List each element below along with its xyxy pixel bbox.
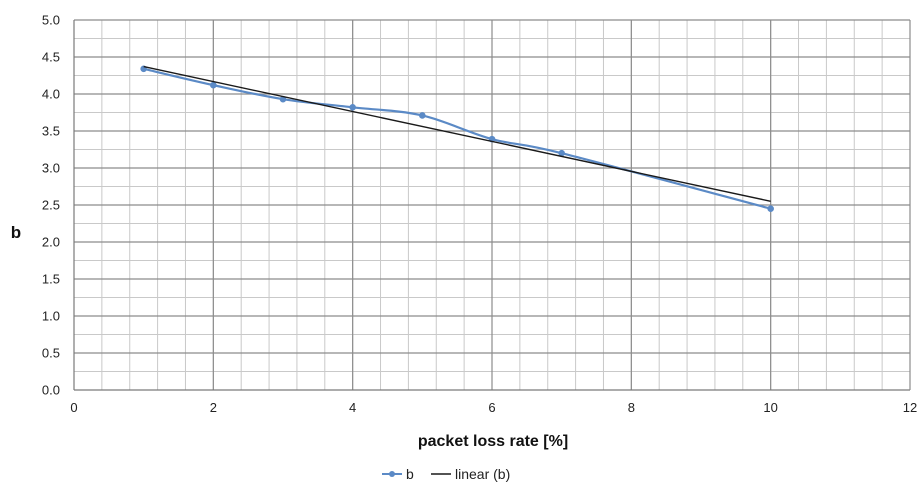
y-tick-labels: 0.0 0.5 1.0 1.5 2.0 2.5 3.0 3.5 4.0 4.5 5.0 — [42, 13, 60, 398]
data-point-b — [558, 149, 565, 157]
series-linear-b — [143, 65, 771, 202]
data-point-b — [349, 104, 356, 111]
axes — [73, 20, 911, 391]
legend: b linear (b) — [382, 466, 510, 482]
y-tick-label: 0.0 — [42, 383, 60, 398]
series-line-b — [143, 67, 771, 210]
y-tick-label: 1.5 — [42, 272, 60, 287]
x-tick-label: 12 — [903, 400, 917, 415]
data-point-b — [419, 112, 426, 119]
y-axis-label: b — [11, 223, 21, 242]
x-tick-label: 0 — [70, 400, 77, 415]
y-tick-label: 5.0 — [42, 13, 60, 28]
series-layer — [140, 65, 774, 212]
series-line-linear-b — [143, 65, 771, 202]
x-tick-label: 2 — [210, 400, 217, 415]
legend-label-b: b — [406, 466, 414, 482]
y-tick-label: 4.0 — [42, 87, 60, 102]
y-tick-label: 1.0 — [42, 309, 60, 324]
legend-item-b: b — [382, 466, 414, 482]
y-tick-label: 2.0 — [42, 235, 60, 250]
series-b — [140, 65, 774, 212]
legend-label-linear: linear (b) — [455, 466, 510, 482]
y-tick-label: 2.5 — [42, 198, 60, 213]
x-tick-label: 4 — [349, 400, 356, 415]
x-tick-labels: 0 2 4 6 8 10 12 — [70, 400, 917, 415]
major-grid — [74, 19, 910, 390]
y-tick-label: 3.0 — [42, 161, 60, 176]
legend-marker-b — [389, 471, 395, 477]
x-axis-label: packet loss rate [%] — [418, 433, 568, 450]
y-tick-label: 3.5 — [42, 124, 60, 139]
y-tick-label: 0.5 — [42, 346, 60, 361]
data-point-b — [210, 81, 217, 89]
x-tick-label: 10 — [763, 400, 777, 415]
x-tick-label: 8 — [628, 400, 635, 415]
x-tick-label: 6 — [488, 400, 495, 415]
legend-item-linear: linear (b) — [431, 466, 510, 482]
data-point-b — [767, 205, 774, 212]
y-tick-label: 4.5 — [42, 50, 60, 65]
